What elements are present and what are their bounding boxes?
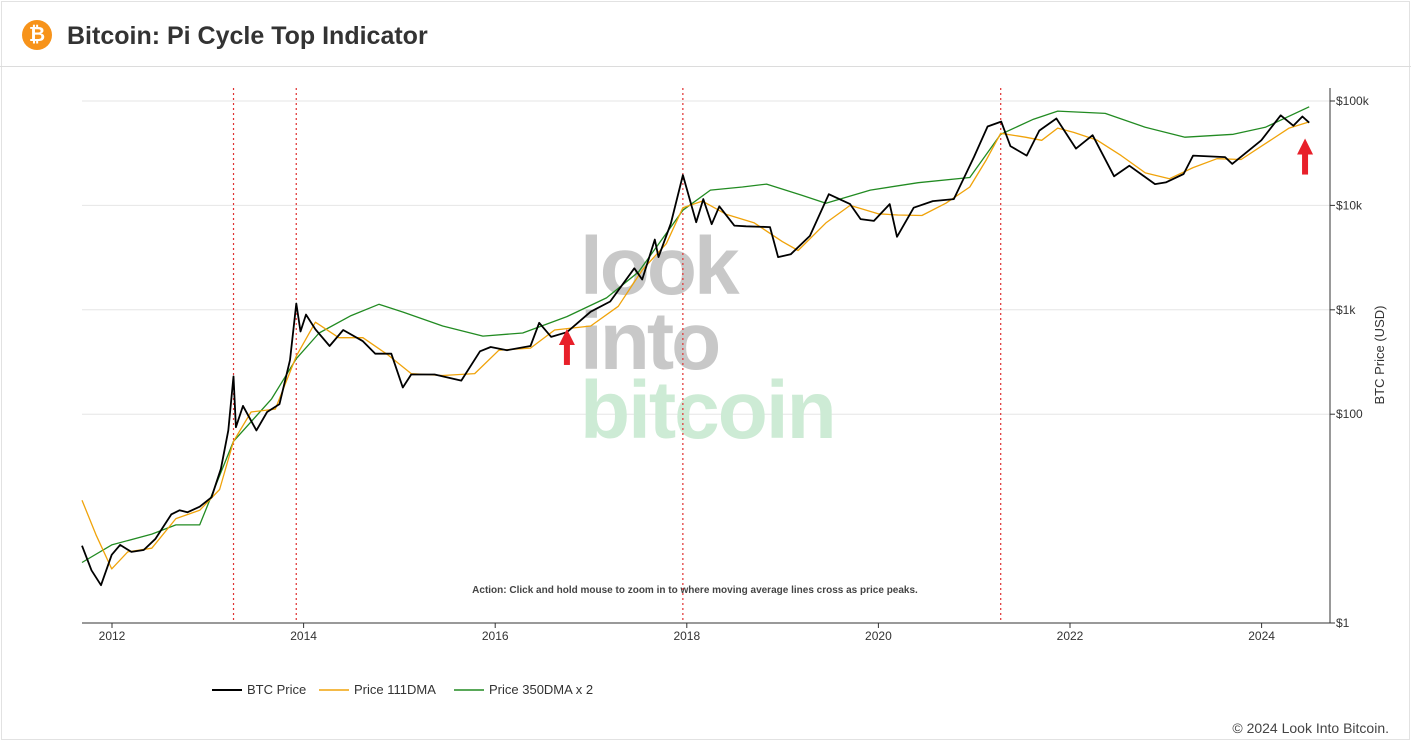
legend-item-1[interactable]: Price 111DMA [319,682,436,697]
y-axis-title: BTC Price (USD) [1372,306,1387,405]
header-bar: ₿ Bitcoin: Pi Cycle Top Indicator [0,0,1411,67]
x-tick-label-2: 2016 [482,629,509,643]
arrow-head-0 [558,328,575,345]
arrow-head-1 [1297,138,1314,155]
y-tick-label-1: $100 [1336,407,1363,421]
x-axis-ticks: 2012 2014 2016 2018 2020 2022 2024 [99,623,1275,643]
watermark: look into bitcoin [580,221,837,456]
x-tick-label-6: 2024 [1248,629,1275,643]
y-tick-label-0: $1 [1336,616,1350,630]
y-tick-label-3: $10k [1336,198,1363,212]
x-tick-label-0: 2012 [99,629,126,643]
legend-label-0: BTC Price [247,682,306,697]
series-line-0[interactable] [81,114,1310,587]
series-lines [81,106,1310,587]
arrow-shaft-1 [1302,152,1309,175]
bitcoin-logo-icon: ₿ [22,20,52,50]
watermark-bitcoin: bitcoin [580,365,835,456]
legend-label-1: Price 111DMA [354,682,436,697]
legend-item-2[interactable]: Price 350DMA x 2 [454,682,593,697]
x-tick-label-5: 2022 [1057,629,1084,643]
x-tick-label-1: 2014 [290,629,317,643]
arrow-markers [558,138,1314,365]
pi-cycle-chart[interactable]: look into bitcoin 2012 2014 2016 2018 2020 20… [0,66,1413,743]
peak-arrow-1 [1297,138,1314,175]
arrow-shaft-0 [563,342,570,365]
peak-arrow-0 [558,328,575,365]
copyright-text: © 2024 Look Into Bitcoin. [1232,720,1389,736]
legend-label-2: Price 350DMA x 2 [489,682,593,697]
legend-item-0[interactable]: BTC Price [212,682,306,697]
chart-annotation: Action: Click and hold mouse to zoom in … [472,585,918,596]
x-tick-label-3: 2018 [673,629,700,643]
legend: BTC Price Price 111DMA Price 350DMA x 2 [212,682,593,697]
page-title: Bitcoin: Pi Cycle Top Indicator [67,22,428,50]
watermark-into: into [580,296,718,387]
y-axis-ticks: $1 $100 $1k $10k $100k [1330,94,1370,630]
y-tick-label-4: $100k [1336,94,1370,108]
x-tick-label-4: 2020 [865,629,892,643]
cross-event-lines [232,88,1002,623]
series-line-2[interactable] [81,106,1310,564]
y-tick-label-2: $1k [1336,303,1356,317]
